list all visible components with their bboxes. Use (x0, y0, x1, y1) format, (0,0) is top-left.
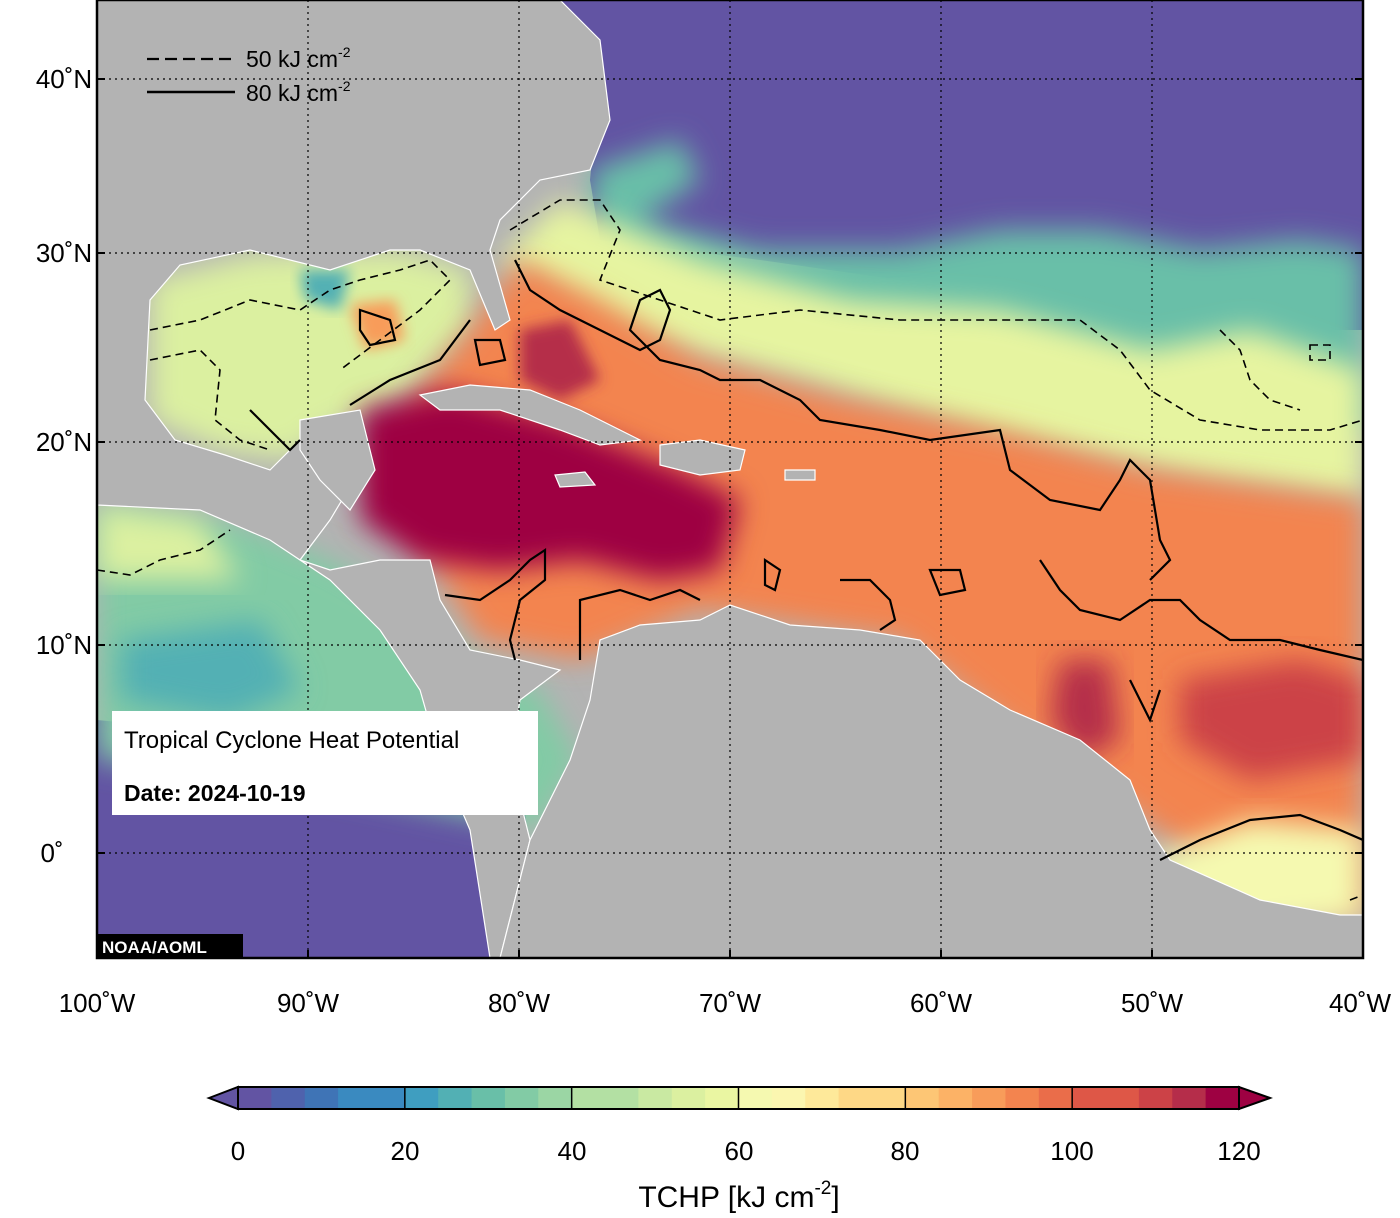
info-title: Tropical Cyclone Heat Potential (124, 727, 459, 754)
colorbar-label-20: 20 (391, 1136, 420, 1166)
colorbar-cell (671, 1087, 706, 1109)
colorbar-high-arrow (1238, 1085, 1273, 1111)
lon-label-80w: 80˚W (488, 988, 551, 1018)
colorbar-cell (871, 1087, 906, 1109)
colorbar-cell (571, 1087, 606, 1109)
lon-label-50w: 50˚W (1121, 988, 1184, 1018)
colorbar-ticks (237, 1087, 1240, 1109)
gulf-cool-patch (300, 270, 350, 310)
credit-badge: NOAA/AOML (97, 934, 243, 958)
tropical-warm-region (380, 260, 1363, 920)
colorbar-cell (972, 1087, 1007, 1109)
lat-label-40n: 40˚N (36, 64, 92, 94)
solid-contour-label: 80 kJ cm-2 (246, 78, 351, 106)
colorbar-cell (1005, 1087, 1040, 1109)
colorbar-label-60: 60 (725, 1136, 754, 1166)
lon-label-60w: 60˚W (910, 988, 973, 1018)
colorbar-cell (738, 1087, 773, 1109)
colorbar-cell (1038, 1087, 1073, 1109)
lat-label-20n: 20˚N (36, 427, 92, 457)
contour-50-dashed (97, 199, 1363, 901)
colorbar-cell (1072, 1087, 1107, 1109)
colorbar-cell (1105, 1087, 1140, 1109)
colorbar-cell (1205, 1087, 1240, 1109)
colorbar-cell (438, 1087, 473, 1109)
colorbar-label-120: 120 (1217, 1136, 1260, 1166)
lat-label-0: 0˚ (40, 838, 63, 868)
colorbar-cell (471, 1087, 506, 1109)
colorbar-cell (771, 1087, 806, 1109)
lon-label-100w: 100˚W (59, 988, 136, 1018)
colorbar-cell (238, 1087, 272, 1109)
colorbar-cells (238, 1087, 1240, 1109)
colorbar-cell (605, 1087, 639, 1109)
lon-label-70w: 70˚W (699, 988, 762, 1018)
equatorial-hot-patch (1180, 660, 1363, 780)
colorbar-low-arrow (206, 1085, 239, 1111)
contour-80-solid (249, 259, 1363, 861)
colorbar-title: TCHP [kJ cm-2] (638, 1178, 839, 1214)
credit-text: NOAA/AOML (102, 938, 207, 957)
colorbar-cell (338, 1087, 373, 1109)
colorbar-cell (1138, 1087, 1173, 1109)
colorbar-cell (371, 1087, 406, 1109)
colorbar-cell (805, 1087, 840, 1109)
axis-ticks (97, 78, 1363, 958)
colorbar-cell (638, 1087, 673, 1109)
colorbar-cell (538, 1087, 573, 1109)
colorbar-cell (304, 1087, 339, 1109)
colorbar-label-80: 80 (891, 1136, 920, 1166)
colorbar-cell (705, 1087, 740, 1109)
info-box: Tropical Cyclone Heat Potential Date: 20… (112, 711, 538, 815)
longitude-labels: 100˚W 90˚W 80˚W 70˚W 60˚W 50˚W 40˚W (59, 988, 1392, 1018)
dashed-contour-label: 50 kJ cm-2 (246, 44, 351, 72)
south-america-land (499, 604, 1363, 958)
colorbar-cell (271, 1087, 306, 1109)
puerto-rico-land (784, 469, 816, 481)
lon-label-40w: 40˚W (1329, 988, 1392, 1018)
cuba-land (418, 384, 643, 446)
colorbar-cell (938, 1087, 973, 1109)
colorbar-label-40: 40 (558, 1136, 587, 1166)
map-panel (97, 0, 1363, 958)
lat-label-10n: 10˚N (36, 630, 92, 660)
colorbar-cell (905, 1087, 940, 1109)
colorbar-label-100: 100 (1050, 1136, 1093, 1166)
colorbar-cell (504, 1087, 539, 1109)
subtropical-mild-band (500, 200, 1363, 500)
hispaniola-land (659, 439, 746, 476)
lat-label-30n: 30˚N (36, 238, 92, 268)
jamaica-land (554, 471, 597, 488)
colorbar-cell (838, 1087, 873, 1109)
colorbar-cell (1172, 1087, 1207, 1109)
lon-label-90w: 90˚W (277, 988, 340, 1018)
info-date: Date: 2024-10-19 (124, 780, 306, 806)
pacific-warm-band (97, 505, 240, 580)
colorbar: 0 20 40 60 80 100 120 TCHP [kJ cm-2] (206, 1085, 1273, 1214)
caribbean-hot-core (360, 390, 740, 580)
bahamas-hot-patch (520, 320, 600, 400)
colorbar-label-0: 0 (231, 1136, 245, 1166)
colorbar-labels: 0 20 40 60 80 100 120 (231, 1136, 1261, 1166)
yucatan-land (299, 409, 376, 511)
contour-legend: 50 kJ cm-2 80 kJ cm-2 (147, 44, 351, 106)
latitude-labels: 40˚N 30˚N 20˚N 10˚N 0˚ (36, 64, 92, 868)
colorbar-cell (404, 1087, 439, 1109)
